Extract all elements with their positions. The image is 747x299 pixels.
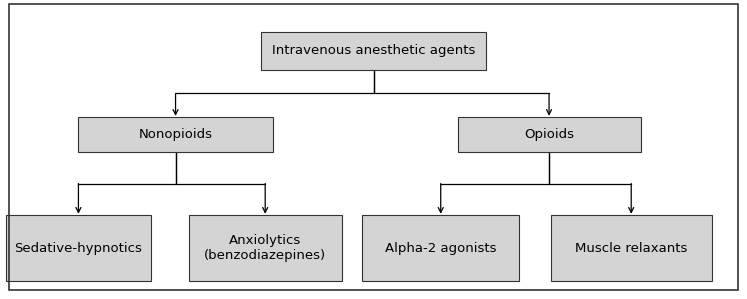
Text: Sedative-hypnotics: Sedative-hypnotics — [14, 242, 143, 255]
FancyBboxPatch shape — [188, 215, 341, 281]
FancyBboxPatch shape — [457, 117, 640, 152]
Text: Intravenous anesthetic agents: Intravenous anesthetic agents — [272, 44, 475, 57]
FancyBboxPatch shape — [78, 117, 273, 152]
FancyBboxPatch shape — [551, 215, 711, 281]
FancyBboxPatch shape — [362, 215, 519, 281]
Text: Nonopioids: Nonopioids — [138, 128, 213, 141]
Text: Anxiolytics
(benzodiazepines): Anxiolytics (benzodiazepines) — [204, 234, 326, 262]
Text: Alpha-2 agonists: Alpha-2 agonists — [385, 242, 497, 255]
Text: Opioids: Opioids — [524, 128, 574, 141]
FancyBboxPatch shape — [5, 215, 151, 281]
FancyBboxPatch shape — [261, 32, 486, 70]
Text: Muscle relaxants: Muscle relaxants — [575, 242, 687, 255]
